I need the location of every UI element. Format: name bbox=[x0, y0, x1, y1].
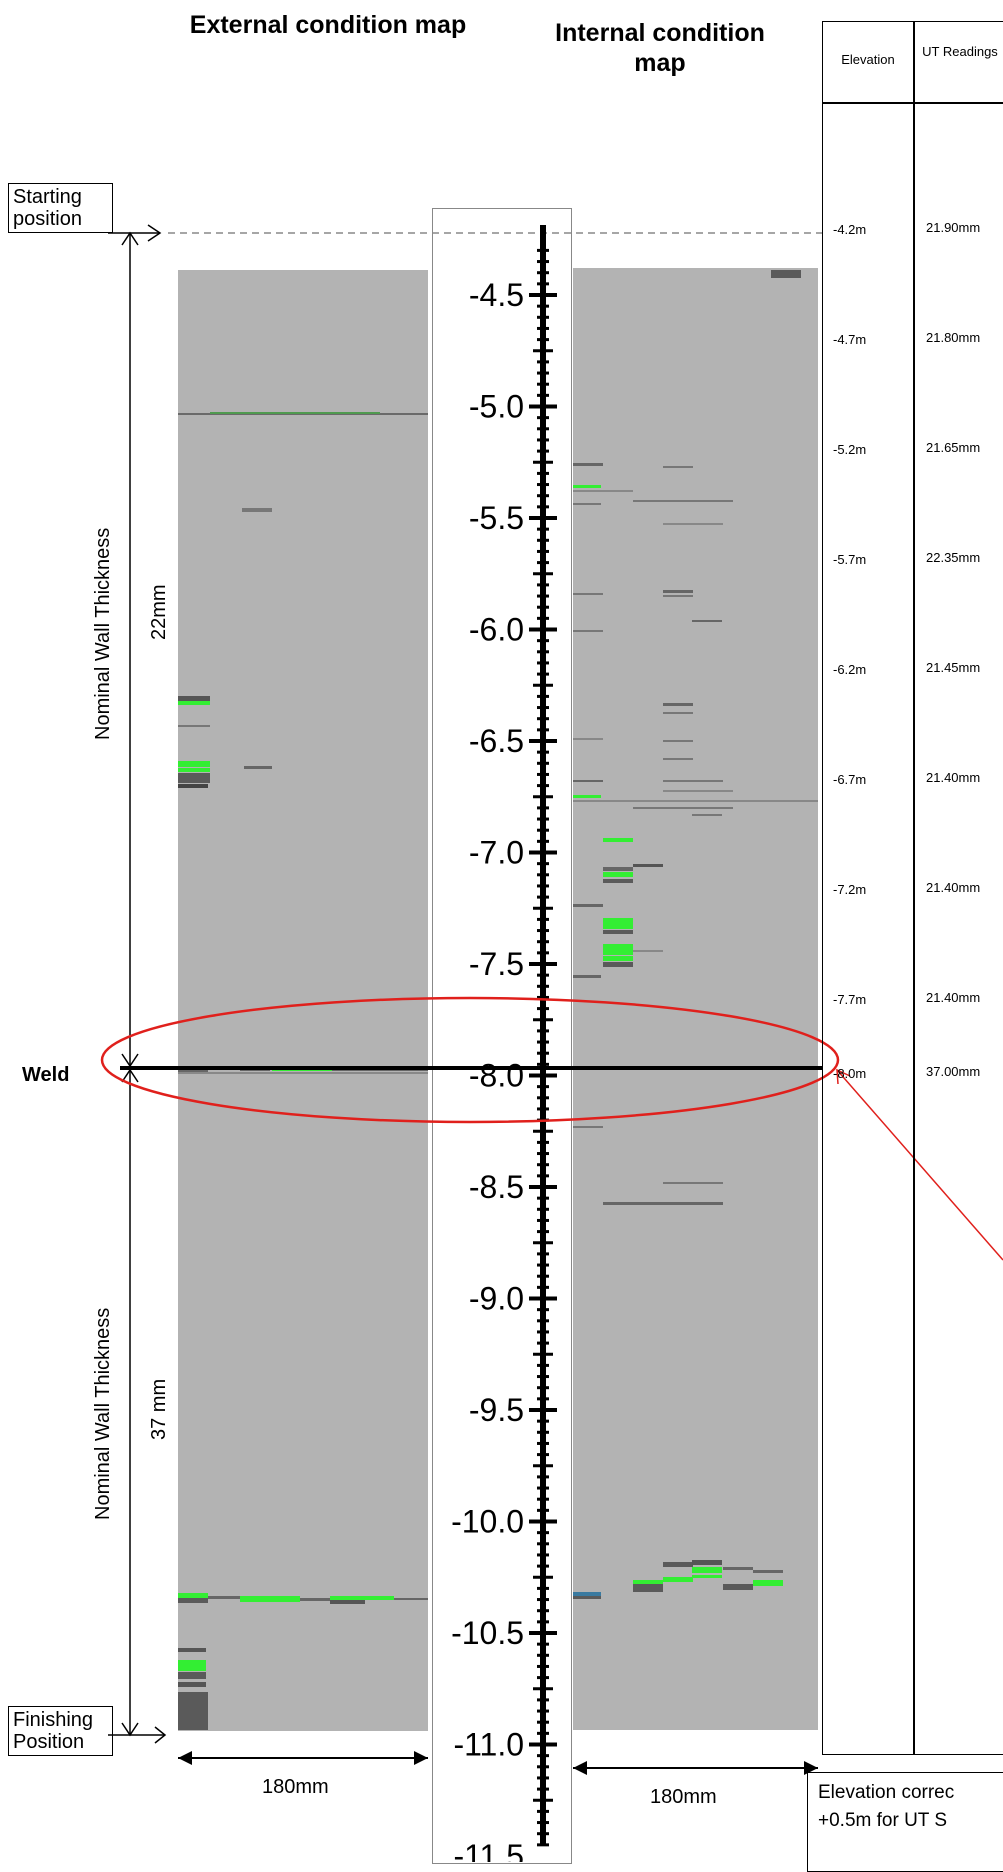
weld-label: Weld bbox=[22, 1064, 70, 1086]
table-reading-cell: 21.80mm bbox=[926, 330, 981, 345]
external-map-header: External condition map bbox=[189, 11, 467, 39]
scale-tick-label: -7.0 bbox=[469, 835, 524, 871]
pointer-line bbox=[836, 1069, 1003, 1261]
internal-width-label: 180mm bbox=[650, 1786, 717, 1808]
table-elevation-cell: -7.7m bbox=[833, 992, 867, 1007]
table-elevation-cell: -6.2m bbox=[833, 662, 867, 677]
table-elevation-cell: -5.7m bbox=[833, 552, 867, 567]
external-width-label: 180mm bbox=[262, 1776, 329, 1798]
finishing-position-label: Finishing Position bbox=[8, 1706, 113, 1756]
ut-readings-header: UT Readings bbox=[922, 44, 998, 59]
scale-tick-label: -8.0 bbox=[469, 1058, 524, 1094]
table-elevation-cell: -5.2m bbox=[833, 442, 867, 457]
ut-readings-table: Elevation UT Readings -4.2m 21.90mm -4.7m 2… bbox=[822, 21, 1003, 1755]
scale-tick-label: -6.0 bbox=[469, 612, 524, 648]
scale-tick-label: -6.5 bbox=[469, 723, 524, 759]
scale-tick-label: -11.5 bbox=[453, 1838, 524, 1862]
table-reading-cell: 21.40mm bbox=[926, 770, 981, 785]
weld-highlight-ellipse bbox=[100, 996, 840, 1124]
scale-tick-label: -4.5 bbox=[469, 277, 524, 313]
starting-position-label: Starting position bbox=[8, 183, 113, 233]
table-reading-cell: 21.65mm bbox=[926, 440, 981, 455]
table-elevation-cell: -6.7m bbox=[833, 772, 867, 787]
scale-tick-label: -9.0 bbox=[469, 1281, 524, 1317]
table-reading-cell: 21.90mm bbox=[926, 220, 981, 235]
scale-ticks: -4.5 -5.0 -5.5 -6.0 -6.5 -7.0 -7.5 -8.0 -8.5 -9.0… bbox=[451, 248, 557, 1862]
table-elevation-cell: -7.2m bbox=[833, 882, 867, 897]
table-reading-cell: 37.00mm bbox=[926, 1064, 981, 1079]
note-line-1: Elevation correc bbox=[818, 1782, 955, 1803]
table-reading-cell: 21.40mm bbox=[926, 990, 981, 1005]
table-reading-cell: 21.40mm bbox=[926, 880, 981, 895]
table-reading-cell: 21.45mm bbox=[926, 660, 981, 675]
elevation-header: Elevation bbox=[841, 52, 895, 67]
scale-tick-label: -8.5 bbox=[469, 1169, 524, 1205]
scale-tick-label: -5.0 bbox=[469, 389, 524, 425]
scale-tick-label: -7.5 bbox=[469, 946, 524, 982]
internal-map-header: Internal condition map bbox=[555, 19, 765, 77]
table-elevation-cell: -4.2m bbox=[833, 222, 867, 237]
table-reading-cell: 22.35mm bbox=[926, 550, 981, 565]
scale-tick-label: -10.0 bbox=[451, 1504, 524, 1540]
scale-tick-label: -11.0 bbox=[453, 1727, 524, 1763]
table-elevation-cell: -4.7m bbox=[833, 332, 867, 347]
elevation-correction-note: Elevation correc +0.5m for UT S bbox=[807, 1772, 1003, 1872]
note-line-2: +0.5m for UT S bbox=[818, 1810, 948, 1831]
internal-map bbox=[573, 268, 818, 1730]
table-elevation-cell: -8.0m bbox=[833, 1066, 867, 1081]
scale-tick-label: -5.5 bbox=[469, 500, 524, 536]
scale-tick-label: -9.5 bbox=[469, 1392, 524, 1428]
scale-tick-label: -10.5 bbox=[451, 1615, 524, 1651]
internal-map-marks bbox=[573, 270, 818, 1599]
